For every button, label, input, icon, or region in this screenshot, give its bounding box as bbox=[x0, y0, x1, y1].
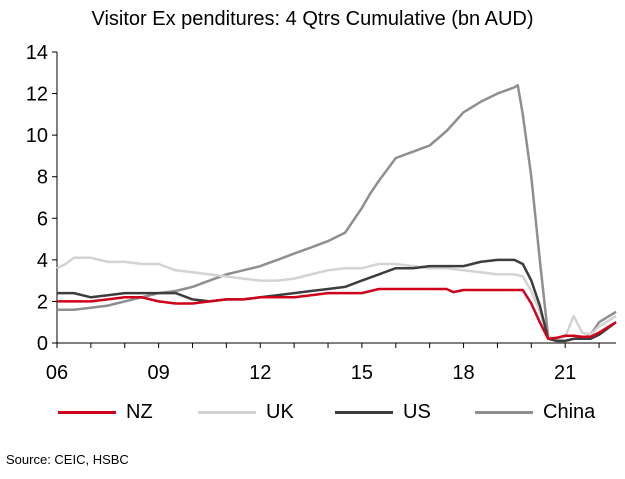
y-tick-label: 2 bbox=[37, 291, 48, 313]
x-tick-label: 18 bbox=[452, 362, 474, 384]
legend-swatch-china bbox=[475, 410, 533, 414]
legend-label-uk: UK bbox=[266, 400, 294, 423]
y-tick-label: 6 bbox=[37, 208, 48, 230]
y-tick-label: 10 bbox=[26, 125, 48, 147]
y-tick-label: 8 bbox=[37, 167, 48, 189]
x-tick-label: 09 bbox=[148, 362, 170, 384]
legend-swatch-us bbox=[335, 410, 393, 414]
legend-item-nz: NZ bbox=[58, 398, 153, 426]
series-line-us bbox=[57, 258, 617, 343]
legend-label-us: US bbox=[403, 400, 431, 423]
y-axis: 0 2 4 6 8 10 12 14 bbox=[26, 42, 58, 355]
legend-swatch-nz bbox=[58, 410, 116, 414]
legend-swatch-uk bbox=[198, 410, 256, 414]
x-tick-label: 21 bbox=[554, 362, 576, 384]
chart-title: Visitor Ex penditures: 4 Qtrs Cumulative… bbox=[91, 8, 534, 30]
y-tick-label: 12 bbox=[26, 84, 48, 106]
legend-item-china: China bbox=[475, 398, 595, 426]
legend-label-china: China bbox=[543, 400, 596, 423]
x-tick-label: 15 bbox=[351, 362, 373, 384]
x-tick-label: 12 bbox=[249, 362, 271, 384]
legend: NZ UK US China bbox=[0, 398, 625, 426]
series-line-nz bbox=[57, 287, 617, 341]
legend-item-us: US bbox=[335, 398, 431, 426]
series-lines bbox=[56, 84, 617, 343]
source-note: Source: CEIC, HSBC bbox=[6, 452, 129, 467]
legend-label-nz: NZ bbox=[126, 400, 153, 423]
y-tick-label: 0 bbox=[37, 333, 48, 355]
x-tick-label: 06 bbox=[46, 362, 68, 384]
y-tick-label: 14 bbox=[26, 42, 48, 64]
x-axis: 06 09 12 15 18 21 bbox=[46, 342, 616, 384]
legend-item-uk: UK bbox=[198, 398, 294, 426]
y-tick-label: 4 bbox=[37, 250, 48, 272]
